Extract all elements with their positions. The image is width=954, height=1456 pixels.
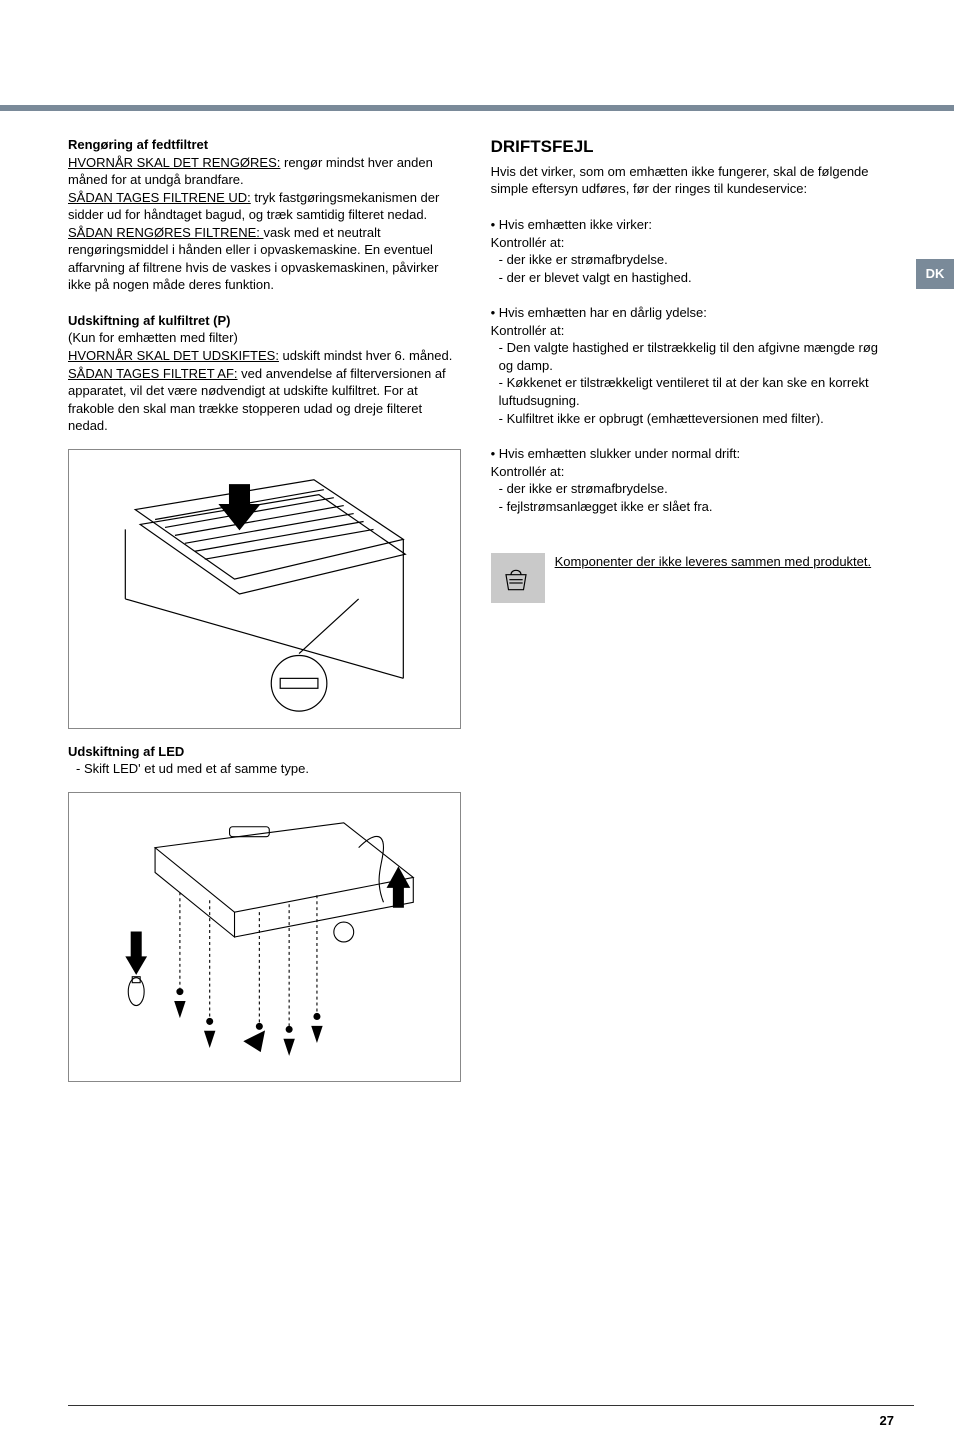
- led-diagram-svg: [69, 793, 460, 1081]
- carbon-filter-title: Udskiftning af kulfiltret (P): [68, 312, 461, 330]
- manual-page: DK Rengøring af fedtfiltret HVORNÅR SKAL…: [0, 105, 954, 1456]
- b2-item1: Den valgte hastighed er tilstrækkelig ti…: [499, 339, 884, 374]
- led-diagram: [68, 792, 461, 1082]
- carbon-filter-note: (Kun for emhætten med filter): [68, 329, 461, 347]
- b1-item1: der ikke er strømafbrydelse.: [499, 251, 884, 269]
- b3-items: der ikke er strømafbrydelse. fejlstrømsa…: [491, 480, 884, 515]
- page-number: 27: [880, 1412, 894, 1430]
- b1-items: der ikke er strømafbrydelse. der er blev…: [491, 251, 884, 286]
- how-remove-label: SÅDAN TAGES FILTRET AF:: [68, 366, 238, 381]
- filter-diagram-svg: [69, 450, 460, 728]
- filter-diagram: [68, 449, 461, 729]
- b1-item2: der er blevet valgt en hastighed.: [499, 269, 884, 287]
- b2-title: Hvis emhætten har en dårlig ydelse:: [491, 304, 884, 322]
- b1-list: Hvis emhætten ikke virker:: [491, 216, 884, 234]
- malfunction-intro: Hvis det virker, som om emhætten ikke fu…: [491, 163, 884, 198]
- malfunction-heading: DRIFTSFEJL: [491, 136, 884, 159]
- content-columns: Rengøring af fedtfiltret HVORNÅR SKAL DE…: [0, 111, 954, 1096]
- b1-title: Hvis emhætten ikke virker:: [491, 216, 884, 234]
- right-column: DRIFTSFEJL Hvis det virker, som om emhæt…: [491, 136, 884, 1096]
- filters-out-text: SÅDAN TAGES FILTRENE UD: tryk fastgøring…: [68, 189, 461, 224]
- shopping-bag-icon: [491, 553, 545, 603]
- how-remove-text: SÅDAN TAGES FILTRET AF: ved anvendelse a…: [68, 365, 461, 435]
- when-replace-body: udskift mindst hver 6. måned.: [279, 348, 452, 363]
- components-note: Komponenter der ikke leveres sammen med …: [491, 553, 884, 603]
- b2-items: Den valgte hastighed er tilstrækkelig ti…: [491, 339, 884, 427]
- b3-item2: fejlstrømsanlægget ikke er slået fra.: [499, 498, 884, 516]
- when-replace-label: HVORNÅR SKAL DET UDSKIFTES:: [68, 348, 279, 363]
- b3-title: Hvis emhætten slukker under normal drift…: [491, 445, 884, 463]
- b3-list: Hvis emhætten slukker under normal drift…: [491, 445, 884, 463]
- b2-list: Hvis emhætten har en dårlig ydelse:: [491, 304, 884, 322]
- when-replace-text: HVORNÅR SKAL DET UDSKIFTES: udskift mind…: [68, 347, 461, 365]
- led-list: Skift LED' et ud med et af samme type.: [68, 760, 461, 778]
- grease-filter-text: HVORNÅR SKAL DET RENGØRES: rengør mindst…: [68, 154, 461, 189]
- filters-out-label: SÅDAN TAGES FILTRENE UD:: [68, 190, 251, 205]
- b3-check: Kontrollér at:: [491, 463, 884, 481]
- left-column: Rengøring af fedtfiltret HVORNÅR SKAL DE…: [68, 136, 461, 1096]
- components-text: Komponenter der ikke leveres sammen med …: [555, 553, 872, 571]
- led-item: Skift LED' et ud med et af samme type.: [76, 760, 461, 778]
- grease-filter-title: Rengøring af fedtfiltret: [68, 136, 461, 154]
- footer-rule: [68, 1405, 914, 1406]
- b2-check: Kontrollér at:: [491, 322, 884, 340]
- b3-item1: der ikke er strømafbrydelse.: [499, 480, 884, 498]
- how-clean-label: SÅDAN RENGØRES FILTRENE:: [68, 225, 264, 240]
- b2-item3: Kulfiltret ikke er opbrugt (emhætteversi…: [499, 410, 884, 428]
- language-tab: DK: [916, 259, 954, 289]
- b2-item2: Køkkenet er tilstrækkeligt ventileret ti…: [499, 374, 884, 409]
- b1-check: Kontrollér at:: [491, 234, 884, 252]
- how-clean-text: SÅDAN RENGØRES FILTRENE: vask med et neu…: [68, 224, 461, 294]
- led-title: Udskiftning af LED: [68, 743, 461, 761]
- when-clean-label: HVORNÅR SKAL DET RENGØRES:: [68, 155, 280, 170]
